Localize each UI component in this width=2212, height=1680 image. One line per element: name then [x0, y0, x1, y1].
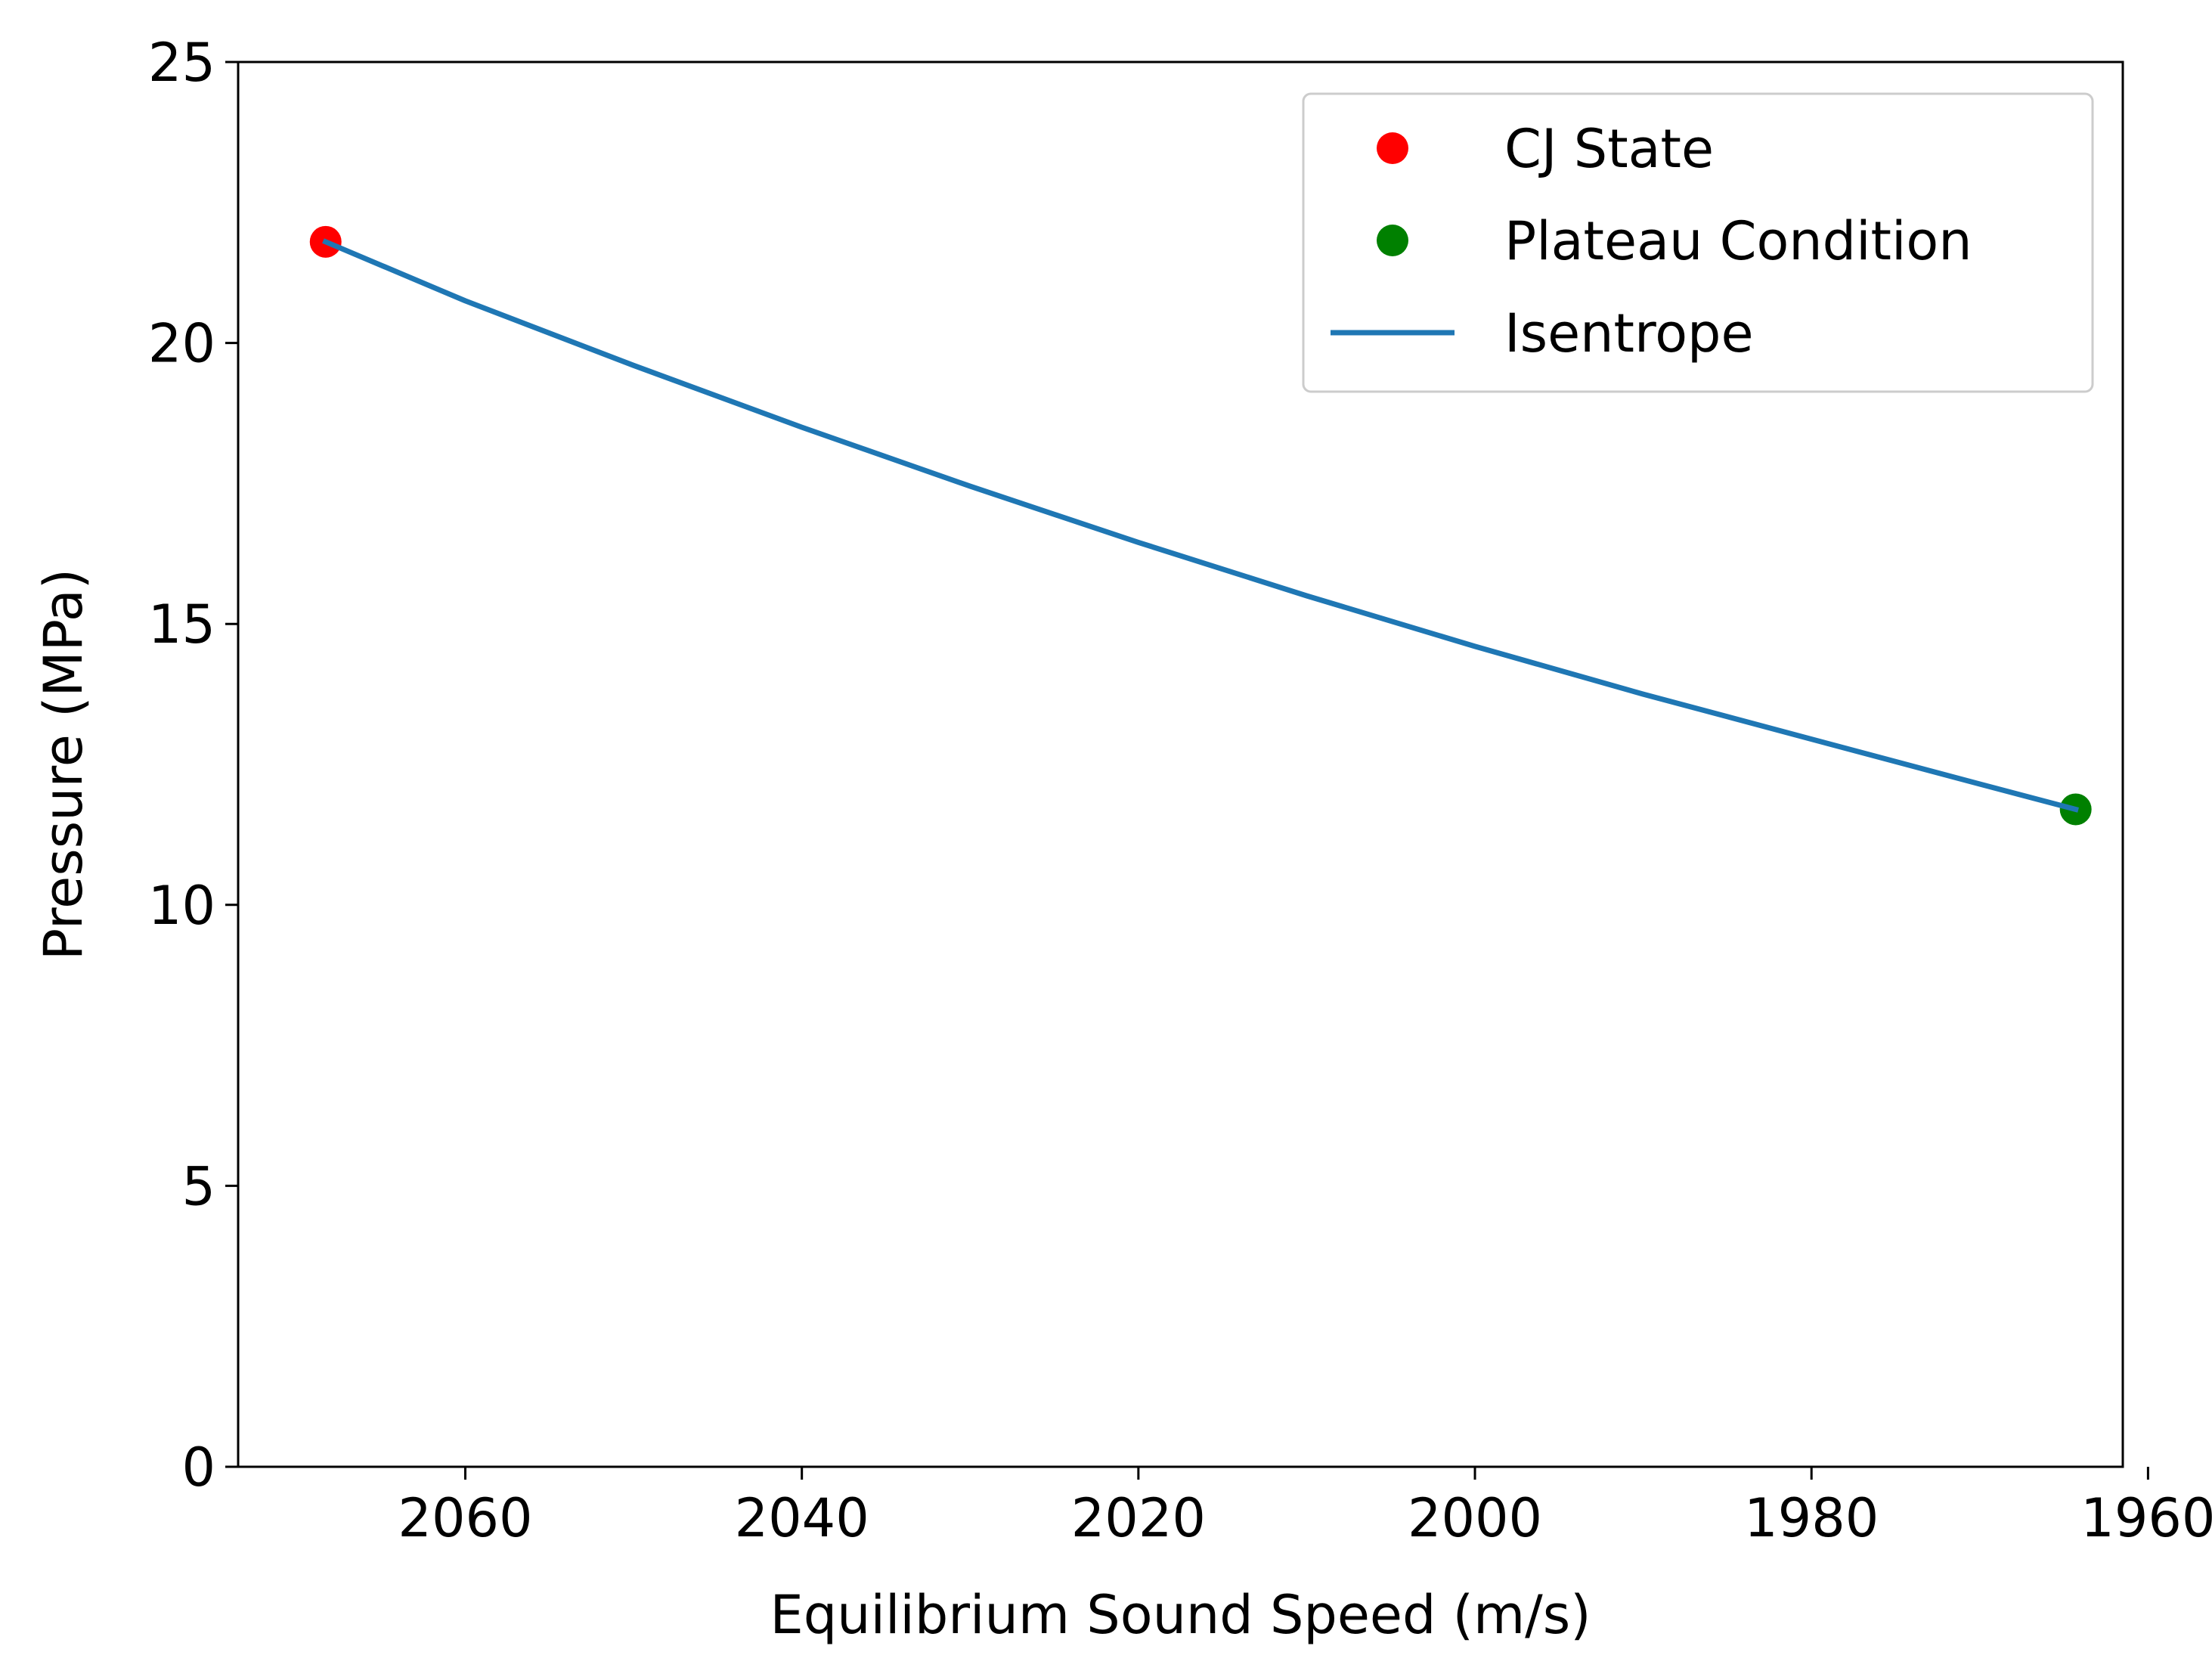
axes: 2060 2040 2020 2000 1980 1960 0 5 10 15 20 25 [148, 32, 2212, 1549]
legend-marker [1377, 225, 1408, 256]
x-tick-label: 2000 [1408, 1487, 1542, 1549]
legend-marker [1377, 132, 1408, 164]
legend-box [1302, 92, 2094, 393]
legend: CJ State Plateau Condition Isentrope [1302, 92, 2094, 393]
x-tick-label: 2040 [735, 1487, 869, 1549]
axes-frame [237, 60, 2124, 1468]
x-tick-label: 2060 [398, 1487, 532, 1549]
y-tick-label: 25 [148, 32, 215, 94]
x-axis-label: Equilibrium Sound Speed (m/s) [770, 1584, 1591, 1646]
y-tick-label: 0 [181, 1437, 215, 1499]
x-tick-label: 1960 [2080, 1487, 2212, 1549]
x-tick-label: 1980 [1744, 1487, 1879, 1549]
y-tick-label: 10 [148, 875, 215, 937]
y-tick-label: 5 [181, 1155, 215, 1217]
legend-label: Plateau Condition [1504, 210, 1972, 272]
series-line-isentrope [322, 238, 2079, 813]
x-tick-label: 2020 [1071, 1487, 1206, 1549]
y-axis-label: Pressure (MPa) [33, 569, 94, 960]
legend-label: Isentrope [1504, 302, 1754, 364]
y-tick-label: 20 [148, 313, 215, 375]
legend-label: CJ State [1504, 118, 1714, 180]
plot-area [309, 225, 2092, 826]
y-tick-label: 15 [148, 594, 215, 656]
